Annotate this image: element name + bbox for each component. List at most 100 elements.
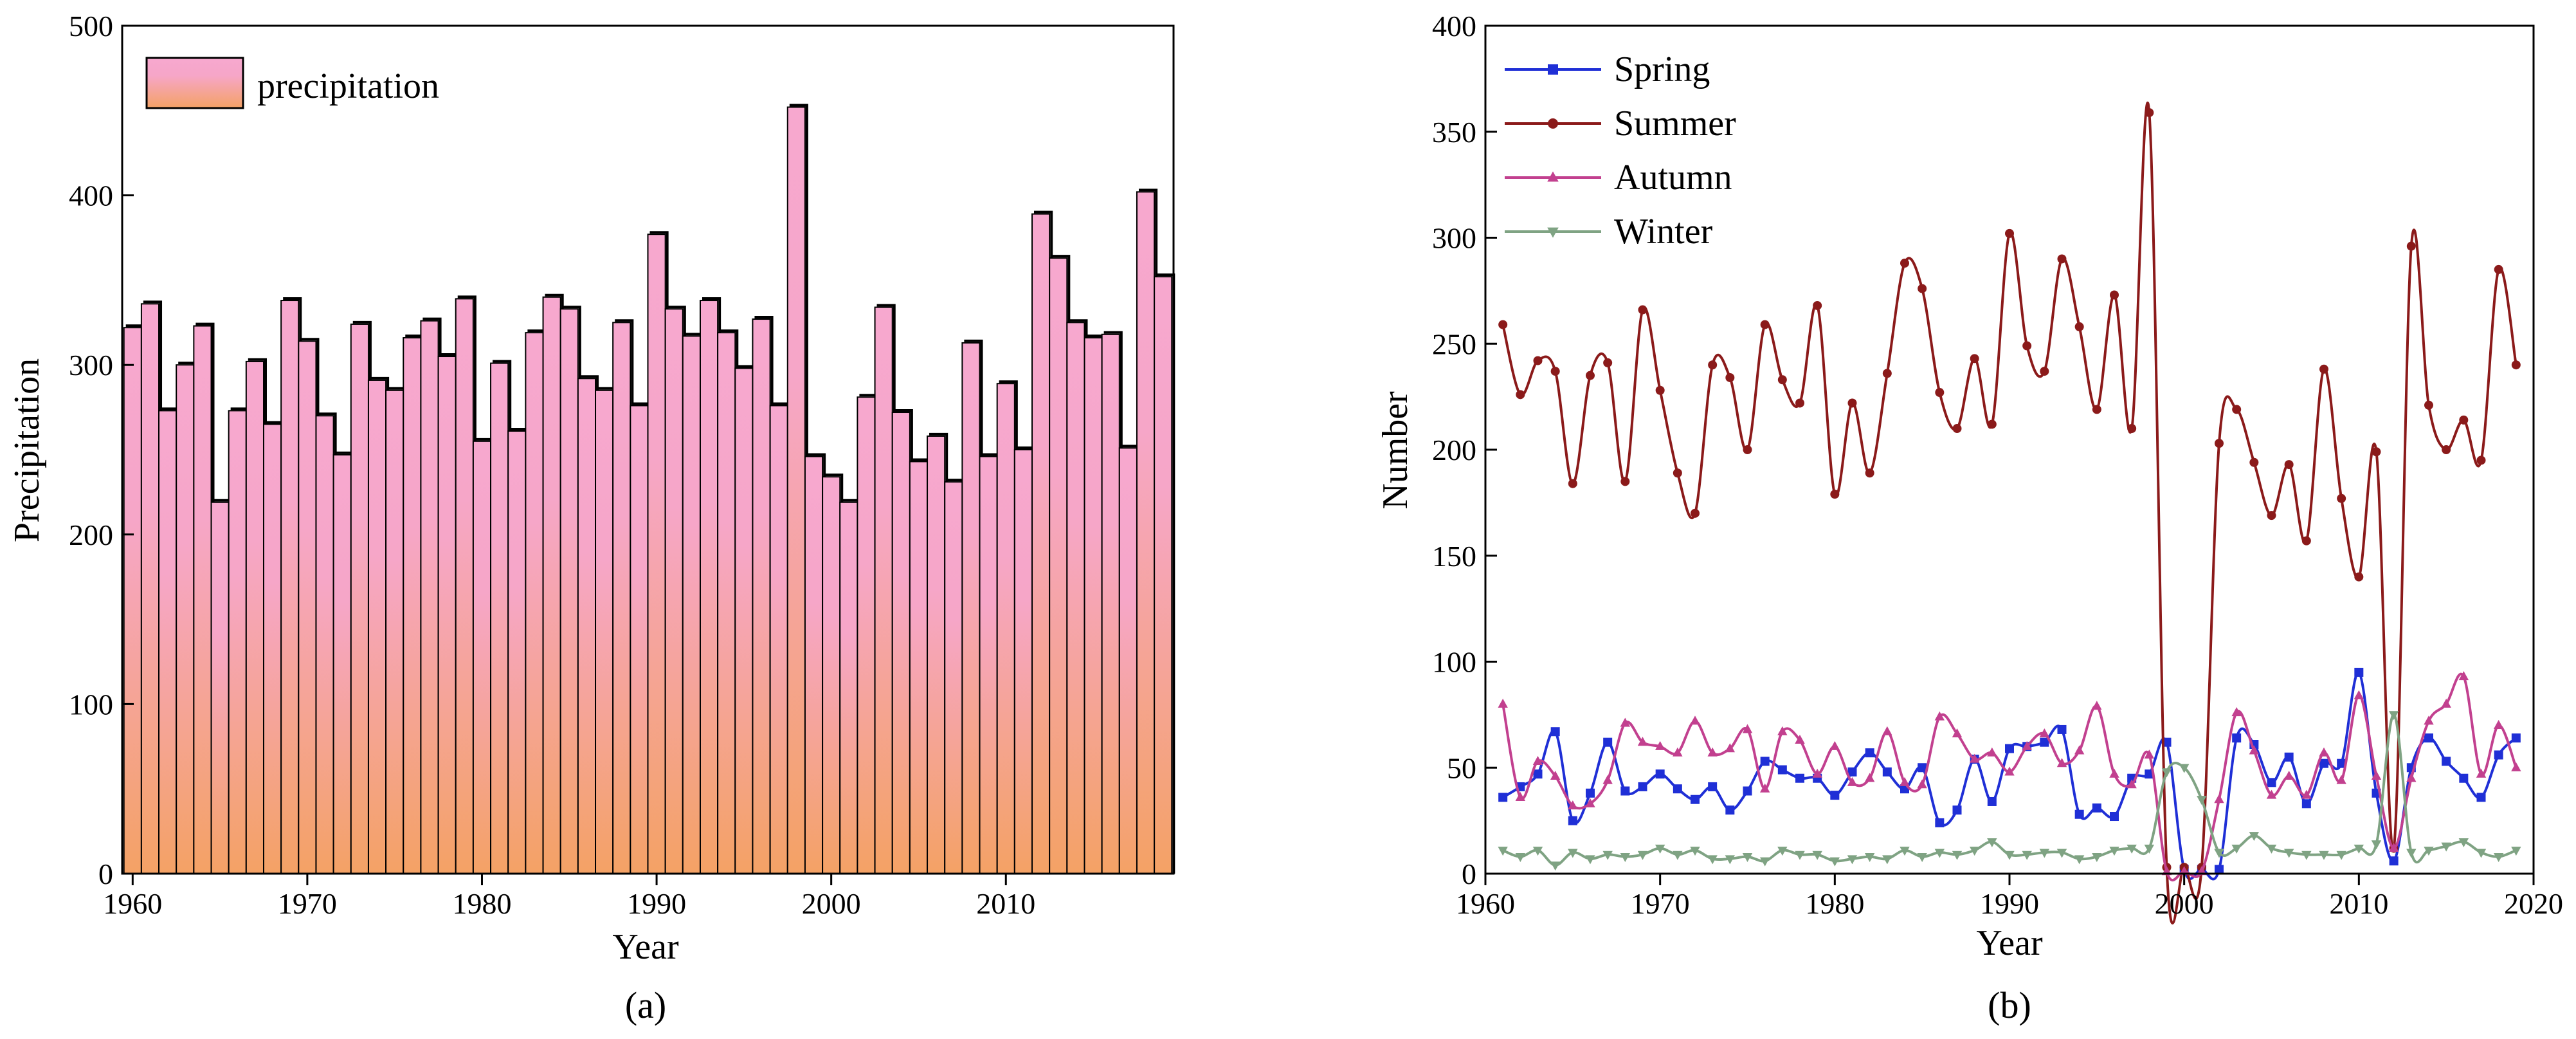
y-tick-label: 150 <box>1432 540 1476 573</box>
bar-1989 <box>630 405 649 874</box>
chart-a-ylabel: Precipitation <box>7 358 47 542</box>
legend-label-summer: Summer <box>1614 104 1736 143</box>
bar-1976 <box>403 337 422 874</box>
bar-2009 <box>979 455 998 874</box>
point-winter-1974 <box>1725 855 1736 865</box>
point-autumn-2006 <box>2283 771 2294 780</box>
y-tick-label: 250 <box>1432 327 1476 360</box>
chart-a-axes: 0 100 200 300 400 500 1960 1970 1980 1990 2000 2010 <box>69 10 1175 920</box>
point-summer-1973 <box>1708 360 1718 370</box>
point-autumn-1990 <box>2004 766 2015 776</box>
bar-1997 <box>769 405 788 874</box>
point-spring-1977 <box>1777 765 1787 775</box>
point-winter-2017 <box>2476 849 2487 858</box>
point-spring-2018 <box>2494 750 2503 760</box>
bar-1981 <box>490 362 509 874</box>
chart-a: 0 100 200 300 400 500 1960 1970 1980 1990 2000 2010… <box>7 10 1175 1026</box>
x-tick-label: 1970 <box>1631 887 1690 920</box>
point-summer-2003 <box>2232 405 2242 414</box>
point-autumn-1986 <box>1934 711 1945 721</box>
point-autumn-2014 <box>2424 715 2434 725</box>
point-winter-1968 <box>1620 853 1631 863</box>
point-winter-1999 <box>2161 768 2172 778</box>
point-summer-2009 <box>2337 493 2346 503</box>
bar-1982 <box>507 430 527 874</box>
point-summer-1981 <box>1847 398 1857 408</box>
point-spring-1995 <box>2092 803 2101 813</box>
point-autumn-1997 <box>2127 779 2137 789</box>
point-winter-1980 <box>1829 857 1840 867</box>
point-winter-1961 <box>1498 847 1508 856</box>
y-tick-label: 100 <box>69 688 113 721</box>
point-autumn-2010 <box>2354 690 2364 699</box>
point-spring-1989 <box>1987 796 1997 806</box>
point-spring-1964 <box>1550 727 1560 737</box>
bar-2008 <box>961 342 981 874</box>
point-winter-2004 <box>2249 832 2260 841</box>
point-autumn-1989 <box>1987 747 1997 757</box>
point-winter-1965 <box>1568 849 1578 858</box>
point-autumn-1966 <box>1585 798 1595 807</box>
bar-1962 <box>158 410 177 874</box>
point-spring-1976 <box>1760 757 1770 766</box>
bar-1960 <box>123 327 142 874</box>
x-tick-label: 2010 <box>976 887 1035 920</box>
point-summer-1992 <box>2040 367 2049 376</box>
point-autumn-2011 <box>2371 771 2382 780</box>
x-tick-label: 1960 <box>103 887 162 920</box>
point-winter-2006 <box>2283 849 2294 858</box>
point-autumn-2016 <box>2458 671 2469 681</box>
bar-1995 <box>734 367 754 874</box>
point-winter-1962 <box>1515 853 1526 863</box>
point-autumn-1996 <box>2109 768 2119 778</box>
x-tick-label: 1990 <box>1980 887 2039 920</box>
bar-2014 <box>1066 322 1085 874</box>
point-summer-1974 <box>1725 372 1735 382</box>
point-autumn-1981 <box>1847 777 1858 786</box>
point-summer-2002 <box>2215 439 2224 448</box>
point-summer-2016 <box>2459 415 2469 425</box>
point-winter-2010 <box>2354 844 2364 854</box>
point-spring-1980 <box>1830 791 1840 800</box>
point-winter-1971 <box>1673 851 1683 860</box>
point-autumn-1964 <box>1550 771 1561 780</box>
point-autumn-1984 <box>1900 777 1910 786</box>
bar-1979 <box>455 298 474 874</box>
point-autumn-2008 <box>2319 747 2329 757</box>
point-summer-2005 <box>2267 511 2276 520</box>
x-tick-label: 1980 <box>452 887 511 920</box>
point-spring-2014 <box>2424 733 2433 743</box>
bar-1964 <box>193 325 212 874</box>
bar-1986 <box>577 378 597 874</box>
point-autumn-2018 <box>2493 719 2504 729</box>
point-spring-1993 <box>2057 724 2067 734</box>
bar-1972 <box>332 454 352 874</box>
point-summer-1963 <box>1533 356 1543 365</box>
point-summer-1978 <box>1795 398 1804 408</box>
point-spring-1963 <box>1533 769 1543 779</box>
point-autumn-2007 <box>2301 789 2312 799</box>
point-spring-1974 <box>1725 805 1735 815</box>
point-winter-1990 <box>2004 851 2015 860</box>
legend-label-winter: Winter <box>1614 212 1713 252</box>
chart-a-legend: precipitation <box>145 57 439 109</box>
y-tick-label: 400 <box>69 179 113 212</box>
point-summer-2011 <box>2372 447 2381 457</box>
chart-b: 0 50 100 150 200 250 300 350 400 1960 1970 1980 1990… <box>1375 10 2563 1026</box>
point-spring-2007 <box>2301 799 2311 809</box>
point-winter-1992 <box>2039 849 2050 858</box>
point-winter-1994 <box>2074 855 2085 865</box>
bar-2015 <box>1084 337 1103 874</box>
bar-1974 <box>367 379 387 874</box>
point-summer-2014 <box>2424 400 2433 410</box>
point-spring-2017 <box>2476 793 2486 802</box>
point-winter-1979 <box>1812 851 1822 860</box>
point-spring-2019 <box>2511 733 2521 743</box>
chart-b-xlabel: Year <box>1976 923 2043 963</box>
point-winter-2003 <box>2231 844 2242 854</box>
legend-swatch-precipitation <box>145 57 244 109</box>
point-spring-1996 <box>2110 812 2119 822</box>
point-autumn-2004 <box>2249 745 2260 755</box>
bar-2002 <box>857 396 876 874</box>
point-spring-2016 <box>2459 773 2469 783</box>
